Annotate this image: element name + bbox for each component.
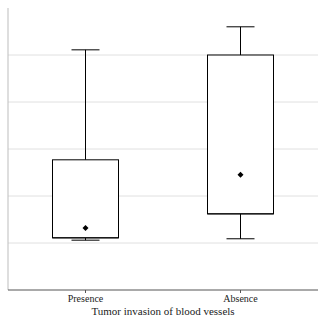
lower-whisker — [240, 214, 241, 239]
median-line — [53, 237, 119, 238]
x-axis-line — [8, 290, 318, 291]
boxes — [53, 27, 274, 240]
chart: Presence AbsenceTumor invasion of blood v… — [0, 0, 320, 320]
max-cap — [227, 26, 255, 27]
upper-whisker — [240, 27, 241, 55]
box — [208, 55, 274, 214]
mean-marker — [83, 225, 89, 231]
grid-line — [8, 243, 318, 244]
min-cap — [227, 238, 255, 239]
x-tick-label: Absence — [223, 293, 258, 304]
min-cap — [72, 240, 100, 241]
box — [53, 160, 119, 238]
y-axis-line — [8, 8, 9, 290]
x-axis-title: Tumor invasion of blood vessels — [91, 305, 234, 317]
upper-whisker — [85, 50, 86, 160]
mean-marker — [238, 172, 244, 178]
max-cap — [72, 49, 100, 50]
x-tick-label: Presence — [68, 293, 104, 304]
median-line — [208, 213, 274, 214]
